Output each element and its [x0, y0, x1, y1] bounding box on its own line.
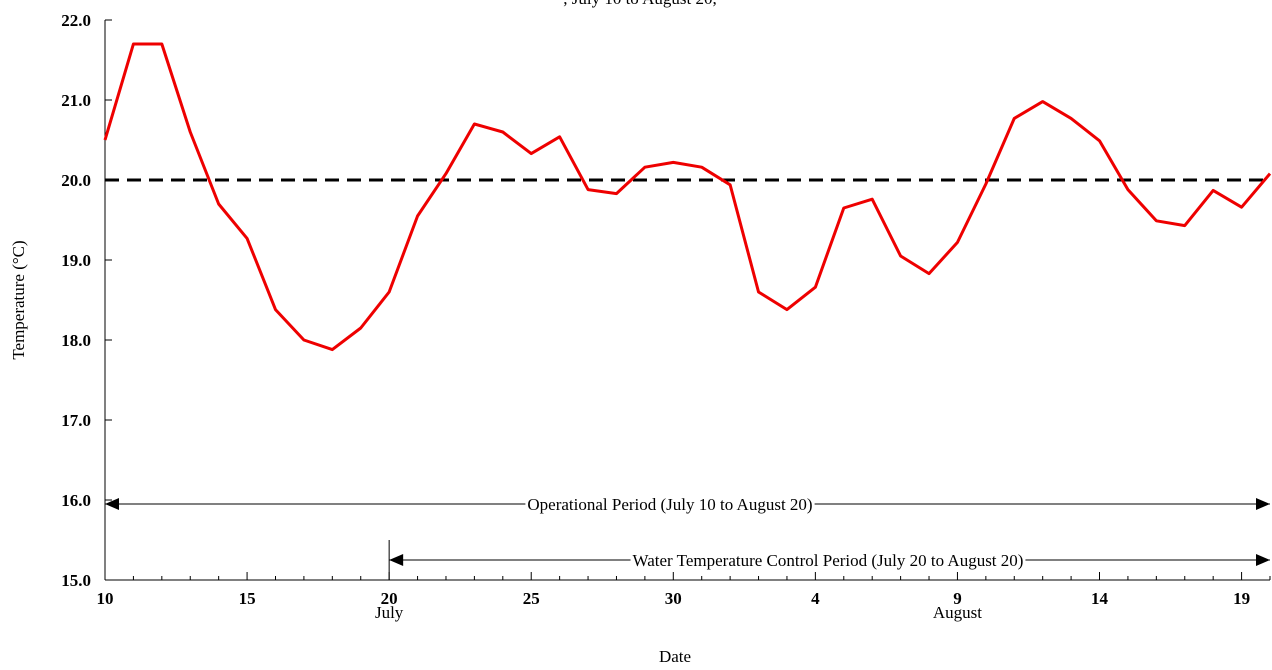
x-tick-label: 30	[665, 589, 682, 608]
chart-title: , July 10 to August 20,	[563, 0, 717, 8]
annotation: Water Temperature Control Period (July 2…	[633, 551, 1024, 570]
arrow-head	[1256, 498, 1270, 510]
x-tick-label: 15	[239, 589, 256, 608]
y-tick-label: 17.0	[61, 411, 91, 430]
x-tick-label: 4	[811, 589, 820, 608]
arrow-head	[389, 554, 404, 566]
x-tick-label: 20	[381, 589, 398, 608]
y-tick-label: 22.0	[61, 11, 91, 30]
month-label: August	[933, 603, 982, 622]
y-tick-label: 16.0	[61, 491, 91, 510]
y-tick-label: 18.0	[61, 331, 91, 350]
annotation: Operational Period (July 10 to August 20…	[527, 495, 812, 514]
x-axis-label: Date	[659, 647, 691, 666]
arrow-head	[1256, 554, 1270, 566]
x-tick-label: 19	[1233, 589, 1250, 608]
x-tick-label: 10	[97, 589, 114, 608]
y-axis-label: Temperature (°C)	[9, 240, 28, 359]
x-tick-label: 14	[1091, 589, 1109, 608]
x-tick-label: 25	[523, 589, 540, 608]
y-tick-label: 15.0	[61, 571, 91, 590]
month-label: July	[375, 603, 404, 622]
y-tick-label: 21.0	[61, 91, 91, 110]
arrow-head	[105, 498, 119, 510]
y-tick-label: 20.0	[61, 171, 91, 190]
annotation-bg	[525, 495, 815, 514]
data-line	[103, 42, 1272, 352]
x-tick-label: 9	[953, 589, 962, 608]
annotation-bg	[630, 551, 1026, 570]
y-tick-label: 19.0	[61, 251, 91, 270]
